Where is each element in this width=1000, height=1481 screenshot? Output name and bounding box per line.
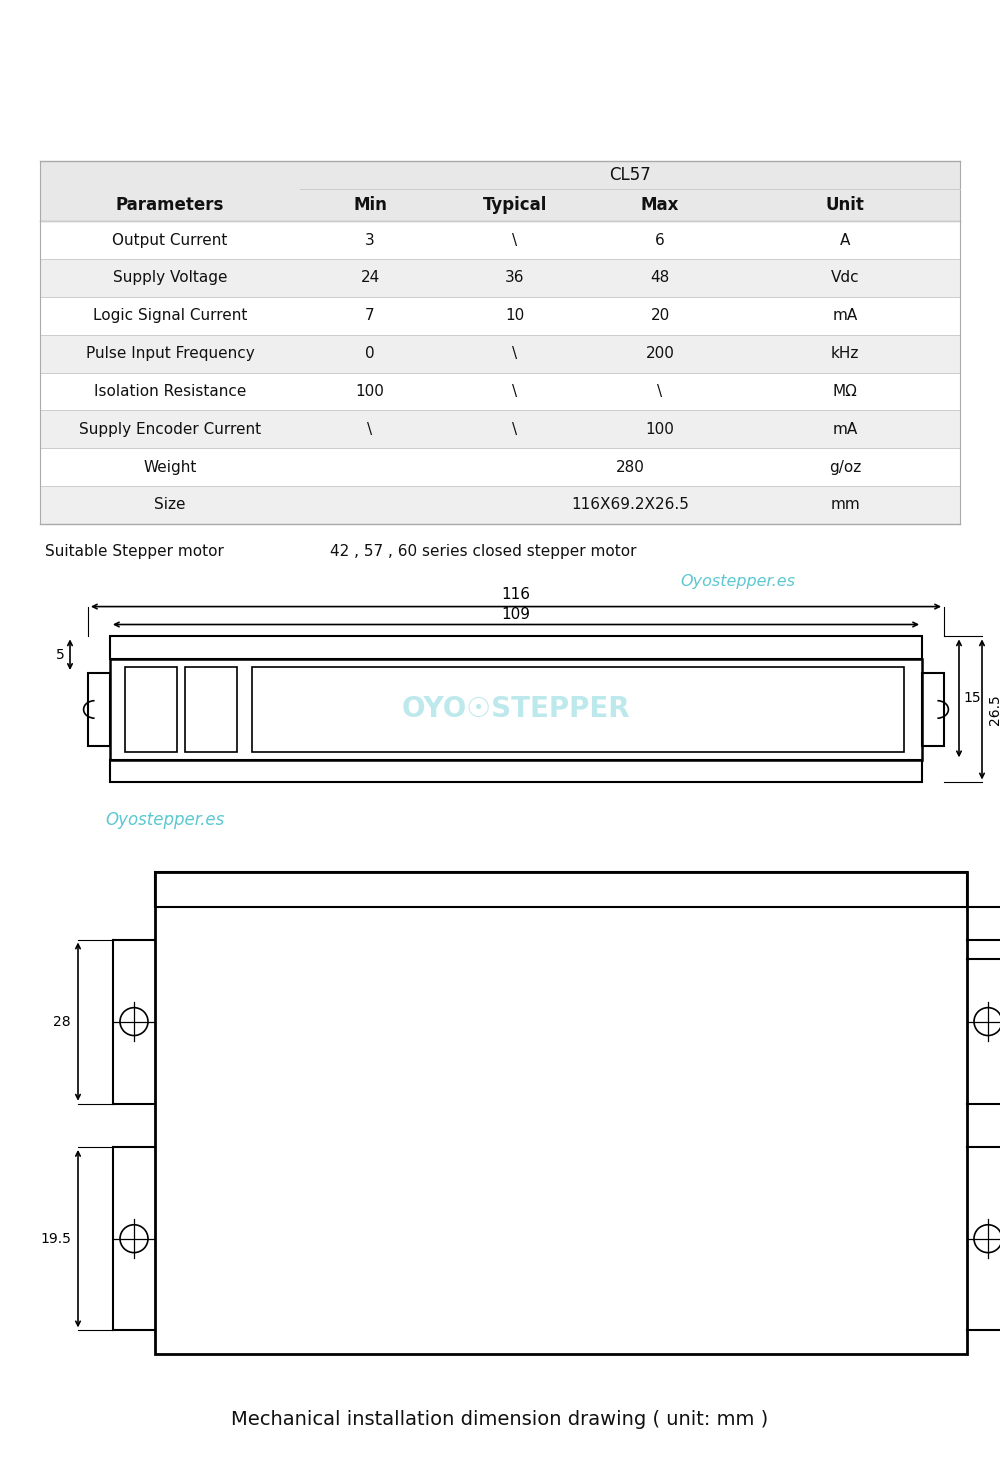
Bar bbox=[40, 259, 960, 296]
Text: 19.5: 19.5 bbox=[40, 1232, 71, 1246]
Text: 36: 36 bbox=[505, 271, 525, 286]
Bar bbox=[40, 410, 960, 449]
Text: 20: 20 bbox=[650, 308, 670, 323]
Text: mA: mA bbox=[832, 422, 858, 437]
Bar bbox=[155, 872, 967, 906]
Text: 7: 7 bbox=[365, 308, 375, 323]
Bar bbox=[922, 672, 944, 746]
Text: A: A bbox=[840, 233, 850, 247]
Text: Mechanical installation dimension drawing ( unit: mm ): Mechanical installation dimension drawin… bbox=[231, 1410, 769, 1429]
Text: \: \ bbox=[512, 422, 518, 437]
Bar bbox=[40, 449, 960, 486]
Bar bbox=[40, 373, 960, 410]
Text: 5: 5 bbox=[56, 647, 65, 662]
Bar bbox=[155, 872, 967, 1355]
Text: Pulse Input Frequency: Pulse Input Frequency bbox=[86, 347, 254, 361]
Bar bbox=[110, 760, 922, 782]
Text: 116X69.2X26.5: 116X69.2X26.5 bbox=[571, 498, 689, 512]
Text: 10: 10 bbox=[505, 308, 525, 323]
Bar bbox=[110, 659, 922, 760]
Text: Weight: Weight bbox=[143, 459, 197, 474]
Text: Min: Min bbox=[353, 195, 387, 215]
Text: Oyostepper.es: Oyostepper.es bbox=[105, 812, 224, 829]
Text: 24: 24 bbox=[360, 271, 380, 286]
Bar bbox=[40, 221, 960, 259]
Text: Logic Signal Current: Logic Signal Current bbox=[93, 308, 247, 323]
Text: \: \ bbox=[657, 384, 663, 398]
Text: Unit: Unit bbox=[826, 195, 864, 215]
Text: mA: mA bbox=[832, 308, 858, 323]
Text: \: \ bbox=[367, 422, 373, 437]
Text: 42 , 57 , 60 series closed stepper motor: 42 , 57 , 60 series closed stepper motor bbox=[330, 545, 637, 560]
Text: Isolation Resistance: Isolation Resistance bbox=[94, 384, 246, 398]
Text: Size: Size bbox=[154, 498, 186, 512]
Text: 28: 28 bbox=[53, 1014, 71, 1029]
Bar bbox=[40, 335, 960, 373]
Text: 100: 100 bbox=[646, 422, 674, 437]
Text: 15: 15 bbox=[963, 692, 981, 705]
Text: 3: 3 bbox=[365, 233, 375, 247]
Text: OYO☉STEPPER: OYO☉STEPPER bbox=[402, 696, 630, 723]
Text: Typical: Typical bbox=[483, 195, 547, 215]
Bar bbox=[185, 666, 237, 752]
Text: 26.5: 26.5 bbox=[988, 695, 1000, 724]
Text: Parameters: Parameters bbox=[116, 195, 224, 215]
Text: \: \ bbox=[512, 233, 518, 247]
Text: CL57: CL57 bbox=[609, 166, 651, 184]
Text: Specifications: Specifications bbox=[35, 37, 364, 80]
Bar bbox=[40, 486, 960, 524]
Text: Supply Voltage: Supply Voltage bbox=[113, 271, 227, 286]
Text: kHz: kHz bbox=[831, 347, 859, 361]
Text: 0: 0 bbox=[365, 347, 375, 361]
Text: Supply Encoder Current: Supply Encoder Current bbox=[79, 422, 261, 437]
Text: MΩ: MΩ bbox=[833, 384, 857, 398]
Bar bbox=[40, 161, 960, 221]
Text: 109: 109 bbox=[502, 607, 530, 622]
Text: 100: 100 bbox=[356, 384, 384, 398]
Text: 6: 6 bbox=[655, 233, 665, 247]
Bar bbox=[110, 637, 922, 659]
Bar bbox=[125, 666, 177, 752]
Text: g/oz: g/oz bbox=[829, 459, 861, 474]
Text: \: \ bbox=[512, 384, 518, 398]
Text: \: \ bbox=[512, 347, 518, 361]
Text: Output Current: Output Current bbox=[112, 233, 228, 247]
Text: 48: 48 bbox=[650, 271, 670, 286]
Text: Oyostepper.es: Oyostepper.es bbox=[680, 575, 795, 589]
Text: Suitable Stepper motor: Suitable Stepper motor bbox=[45, 545, 224, 560]
Text: 200: 200 bbox=[646, 347, 674, 361]
Text: 116: 116 bbox=[502, 586, 530, 601]
Text: Vdc: Vdc bbox=[831, 271, 859, 286]
Text: mm: mm bbox=[830, 498, 860, 512]
Text: 280: 280 bbox=[616, 459, 644, 474]
Bar bbox=[252, 666, 904, 752]
Bar bbox=[88, 672, 110, 746]
Bar bbox=[40, 296, 960, 335]
Text: Max: Max bbox=[641, 195, 679, 215]
